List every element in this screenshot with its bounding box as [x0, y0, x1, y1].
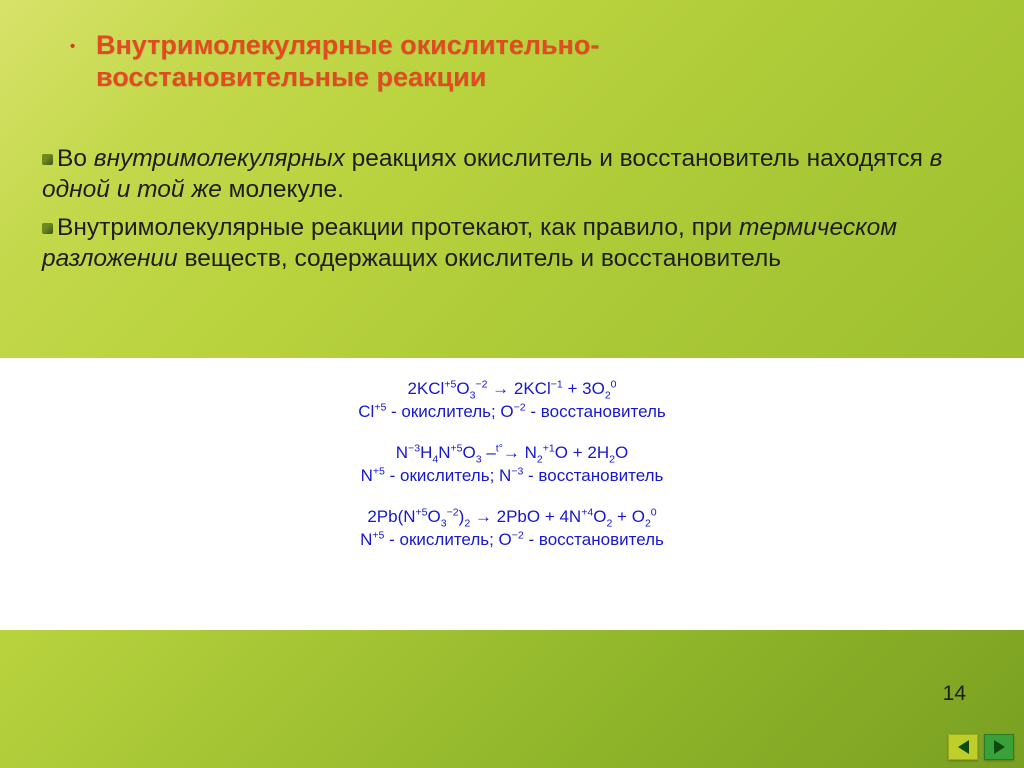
chem-role-2: N+5 - окислитель; N−3 - восстановитель	[0, 465, 1024, 488]
chevron-left-icon	[958, 740, 969, 754]
chem-role-1: Cl+5 - окислитель; O−2 - восстановитель	[0, 401, 1024, 424]
chem-role-3: N+5 - окислитель; O−2 - восстановитель	[0, 529, 1024, 552]
p2-post: веществ, содержащих окислитель и восстан…	[178, 245, 781, 272]
slide: • Внутримолекулярные окислительно- восст…	[0, 0, 1024, 768]
chem-group-3: 2Pb(N+5O3−2)2 → 2PbO + 4N+4O2 + O20 N+5 …	[0, 506, 1024, 552]
p2-pre: Внутримолекулярные реакции протекают, ка…	[57, 214, 739, 241]
page-number: 14	[943, 682, 966, 706]
bullet-square-icon	[42, 223, 53, 234]
chem-eq-2: N−3H4N+5O3 –t°→ N2+1O + 2H2O	[0, 442, 1024, 465]
p1-pre: Во	[57, 145, 94, 172]
paragraph-1: Во внутримолекулярных реакциях окислител…	[42, 144, 976, 205]
next-slide-button[interactable]	[984, 734, 1014, 760]
nav-controls	[948, 734, 1014, 760]
title-line-1: Внутримолекулярные окислительно-	[96, 30, 599, 60]
title-line-2: восстановительные реакции	[96, 62, 486, 92]
body-block: Во внутримолекулярных реакциях окислител…	[42, 144, 976, 283]
chem-group-2: N−3H4N+5O3 –t°→ N2+1O + 2H2O N+5 - окисл…	[0, 442, 1024, 488]
title-block: • Внутримолекулярные окислительно- восст…	[70, 30, 964, 94]
p1-em1: внутримолекулярных	[94, 145, 345, 172]
prev-slide-button[interactable]	[948, 734, 978, 760]
slide-title: Внутримолекулярные окислительно- восстан…	[96, 30, 964, 94]
chemistry-block: 2KCl+5O3−2 → 2KCl−1 + 3O20 Cl+5 - окисли…	[0, 378, 1024, 570]
bullet-square-icon	[42, 154, 53, 165]
chem-eq-1: 2KCl+5O3−2 → 2KCl−1 + 3O20	[0, 378, 1024, 401]
p1-post: молекуле.	[222, 176, 344, 203]
p1-mid: реакциях окислитель и восстановитель нах…	[345, 145, 930, 172]
content: • Внутримолекулярные окислительно- восст…	[0, 0, 1024, 768]
paragraph-2: Внутримолекулярные реакции протекают, ка…	[42, 213, 976, 274]
chem-group-1: 2KCl+5O3−2 → 2KCl−1 + 3O20 Cl+5 - окисли…	[0, 378, 1024, 424]
chevron-right-icon	[994, 740, 1005, 754]
chem-eq-3: 2Pb(N+5O3−2)2 → 2PbO + 4N+4O2 + O20	[0, 506, 1024, 529]
title-bullet-icon: •	[70, 38, 75, 55]
